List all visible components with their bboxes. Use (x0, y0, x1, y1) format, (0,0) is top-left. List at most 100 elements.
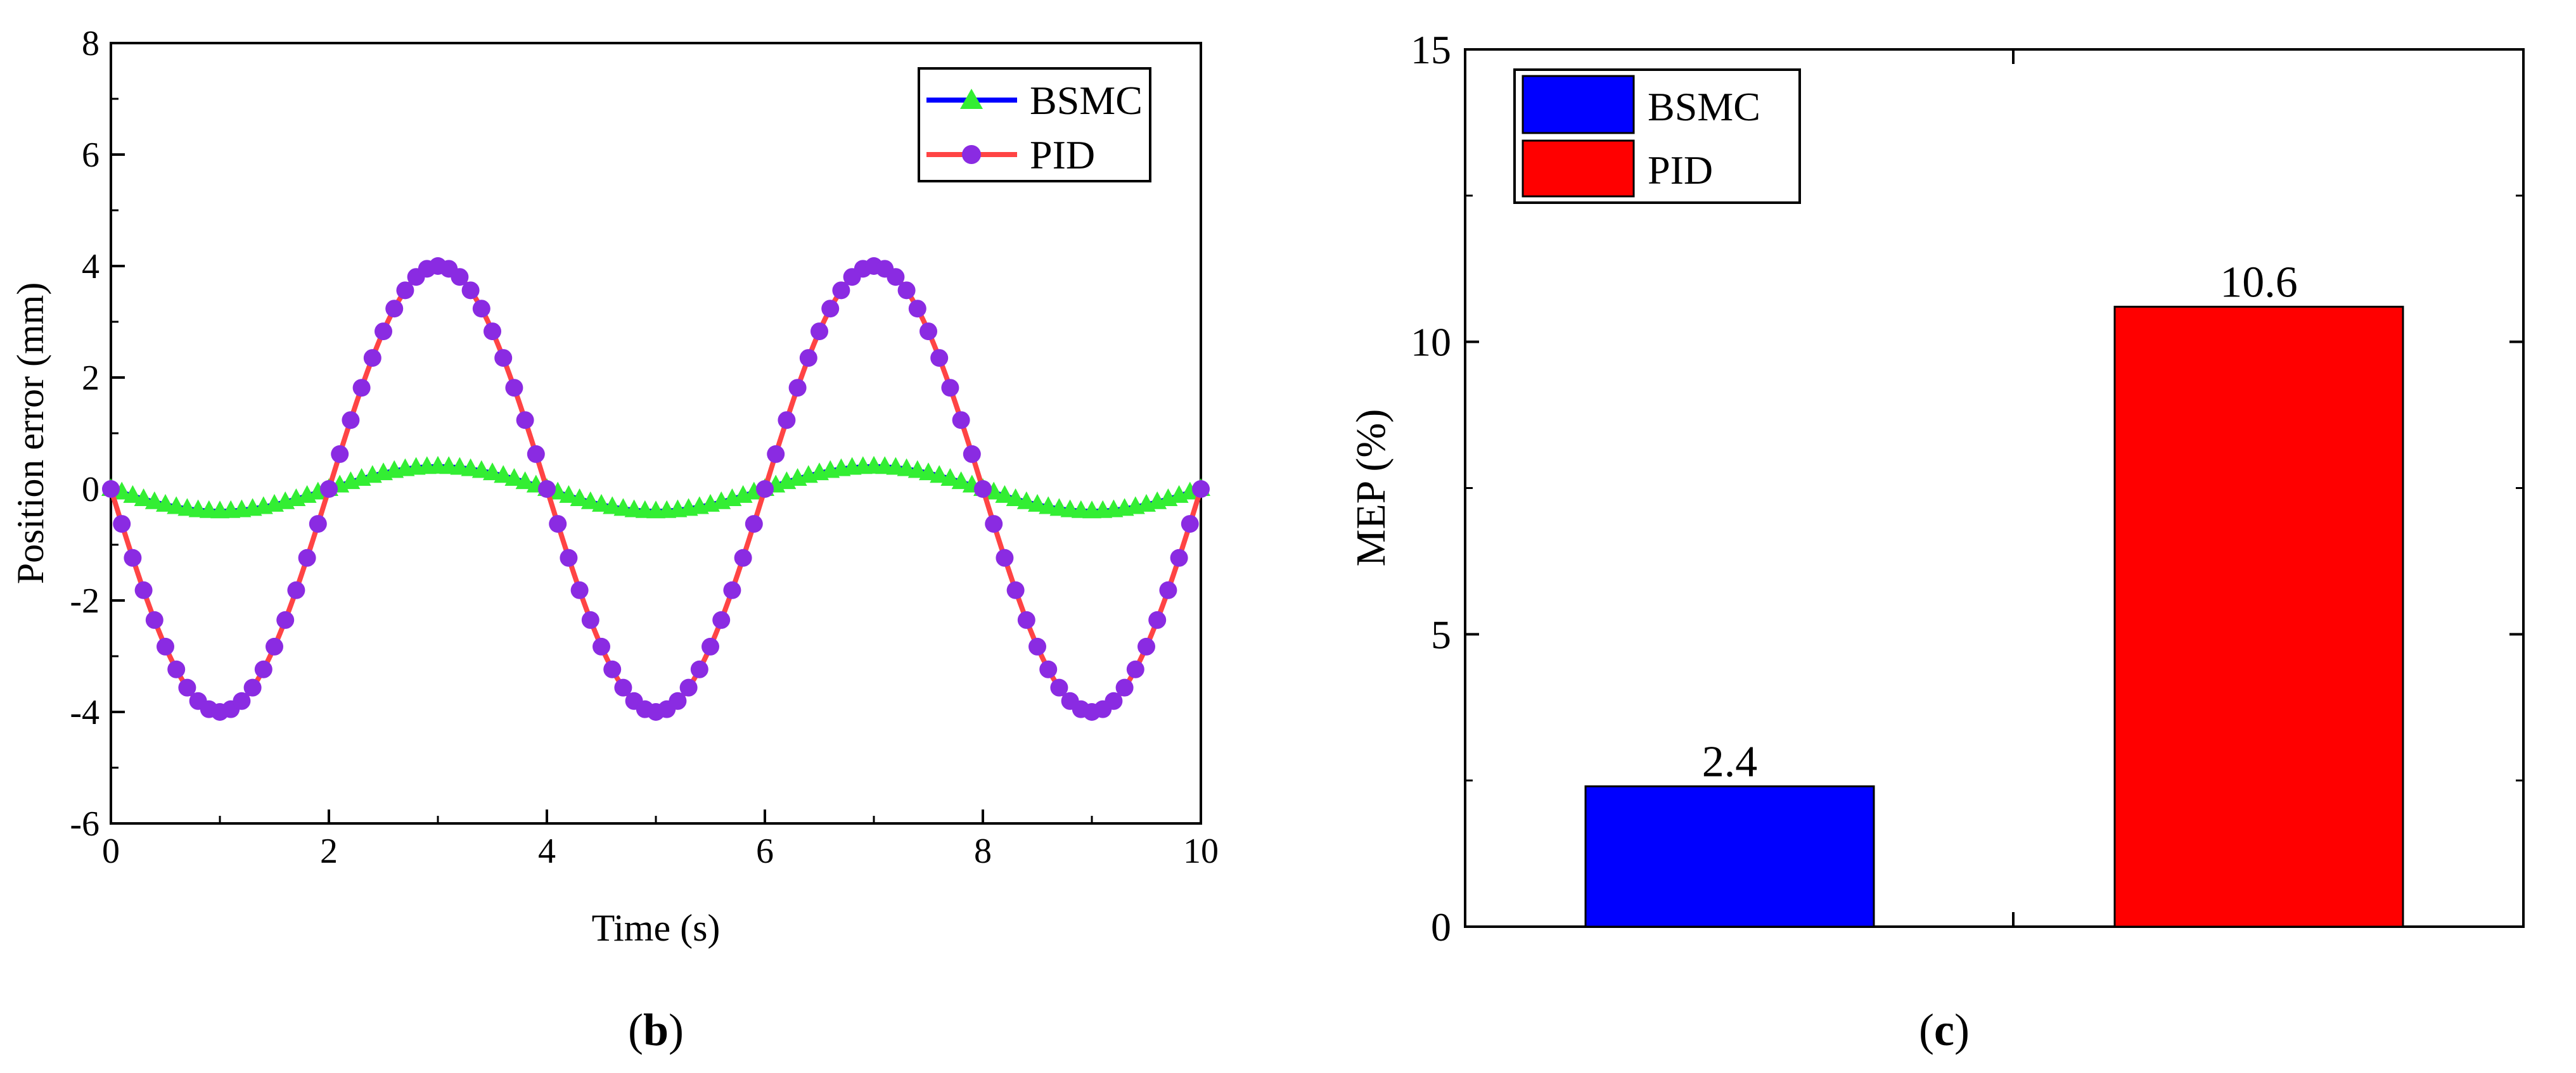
data-point-pid (320, 480, 338, 498)
line-chart-panel: -6 -4 -2 0 2 4 6 8 0 2 4 6 8 10 BSMC PID Time (s) Po… (10, 24, 1219, 1055)
x-axis-ticks: 0 2 4 6 8 10 (102, 810, 1219, 871)
data-point-pid (669, 692, 687, 710)
data-point-pid (451, 268, 469, 286)
data-point-pid (331, 445, 349, 463)
data-point-bsmc (919, 462, 938, 481)
data-point-pid (581, 611, 599, 629)
data-point-pid (287, 581, 305, 599)
x-tick-label: 6 (756, 832, 774, 871)
data-point-pid (538, 480, 556, 498)
data-point-bsmc (907, 460, 927, 478)
panel-label-b: (b) (628, 1005, 684, 1055)
data-point-pid (494, 349, 513, 367)
data-point-pid (1039, 660, 1058, 678)
y-tick-label: 10 (1411, 320, 1451, 365)
data-point-pid (472, 300, 490, 318)
y-tick-label: -4 (70, 693, 99, 732)
legend-label-pid: PID (1648, 148, 1713, 193)
data-point-pid (505, 379, 523, 397)
data-point-pid (560, 549, 578, 567)
data-point-bsmc (559, 485, 579, 503)
y-tick-label: 2 (82, 359, 99, 398)
data-point-pid (832, 281, 850, 300)
data-point-pid (963, 445, 981, 463)
data-point-pid (342, 411, 360, 429)
x-tick-label: 8 (974, 832, 992, 871)
data-point-pid (985, 515, 1003, 533)
bars-layer: 2.4 10.6 (1584, 258, 2404, 928)
data-point-pid (1028, 637, 1046, 656)
bar-chart-panel: 0 5 10 15 2.4 10.6 BSMC PID MEP (%) (c) (1348, 27, 2525, 1055)
data-point-bsmc (494, 465, 513, 483)
y-tick-label: -2 (70, 581, 99, 621)
y-axis-ticks: 0 5 10 15 (1411, 27, 2523, 949)
data-point-pid (1126, 660, 1144, 678)
data-point-pid (1170, 549, 1188, 567)
data-point-bsmc (483, 462, 502, 481)
data-point-bsmc (580, 491, 600, 509)
x-tick-label: 2 (320, 832, 338, 871)
data-point-pid (1105, 692, 1123, 710)
data-point-pid (1115, 678, 1134, 697)
data-point-bsmc (471, 460, 491, 478)
legend-swatch-bsmc (1522, 75, 1635, 134)
bar-value-label: 2.4 (1702, 737, 1758, 786)
data-point-pid (941, 379, 959, 397)
data-point-pid (167, 660, 186, 678)
data-point-pid (920, 322, 937, 341)
data-point-pid (570, 581, 589, 599)
bar-bsmc (1584, 785, 1875, 928)
legend-swatch-pid (1522, 139, 1635, 198)
data-point-bsmc (951, 471, 971, 490)
data-point-pid (527, 445, 545, 463)
data-point-pid (745, 515, 763, 533)
data-point-pid (712, 611, 731, 629)
data-point-pid (734, 549, 752, 567)
panel-label-c: (c) (1919, 1005, 1970, 1055)
data-point-pid (679, 678, 698, 697)
data-point-bsmc (144, 491, 164, 509)
data-point-pid (309, 515, 327, 533)
data-point-pid (1017, 611, 1035, 629)
legend-marker-bsmc (960, 89, 983, 109)
data-point-pid (233, 692, 251, 710)
data-point-bsmc (940, 468, 960, 486)
y-tick-label: 15 (1411, 27, 1451, 72)
data-point-bsmc (1028, 493, 1047, 512)
bar-pid (2113, 305, 2404, 928)
data-point-pid (1148, 611, 1167, 629)
series-layer (101, 257, 1210, 721)
data-point-pid (1050, 678, 1068, 697)
x-tick-label: 4 (538, 832, 556, 871)
data-point-pid (1159, 581, 1177, 599)
data-point-pid (516, 411, 534, 429)
y-axis-label: Position error (mm) (10, 283, 51, 585)
data-point-pid (484, 322, 501, 341)
data-point-pid (821, 300, 840, 318)
y-tick-label: 8 (82, 24, 99, 63)
y-axis-ticks: -6 -4 -2 0 2 4 6 8 (70, 24, 125, 844)
data-point-pid (157, 637, 174, 656)
legend-label-bsmc: BSMC (1030, 78, 1143, 123)
data-point-bsmc (570, 488, 589, 506)
legend-label-bsmc: BSMC (1648, 84, 1760, 129)
data-point-bsmc (504, 468, 524, 486)
data-point-pid (799, 349, 817, 367)
data-point-pid (178, 678, 196, 697)
data-point-pid (1181, 515, 1199, 533)
y-tick-label: 5 (1431, 612, 1451, 657)
data-point-bsmc (592, 493, 611, 512)
data-point-pid (266, 637, 283, 656)
bar-value-label: 10.6 (2220, 258, 2298, 307)
data-point-pid (778, 411, 796, 429)
data-point-pid (134, 581, 153, 599)
data-point-pid (461, 281, 480, 300)
data-point-pid (124, 549, 142, 567)
data-point-pid (974, 480, 992, 498)
data-point-pid (113, 515, 131, 533)
legend: BSMC PID (1513, 68, 1801, 204)
data-point-pid (702, 637, 719, 656)
data-point-bsmc (134, 488, 153, 506)
data-point-pid (549, 515, 567, 533)
